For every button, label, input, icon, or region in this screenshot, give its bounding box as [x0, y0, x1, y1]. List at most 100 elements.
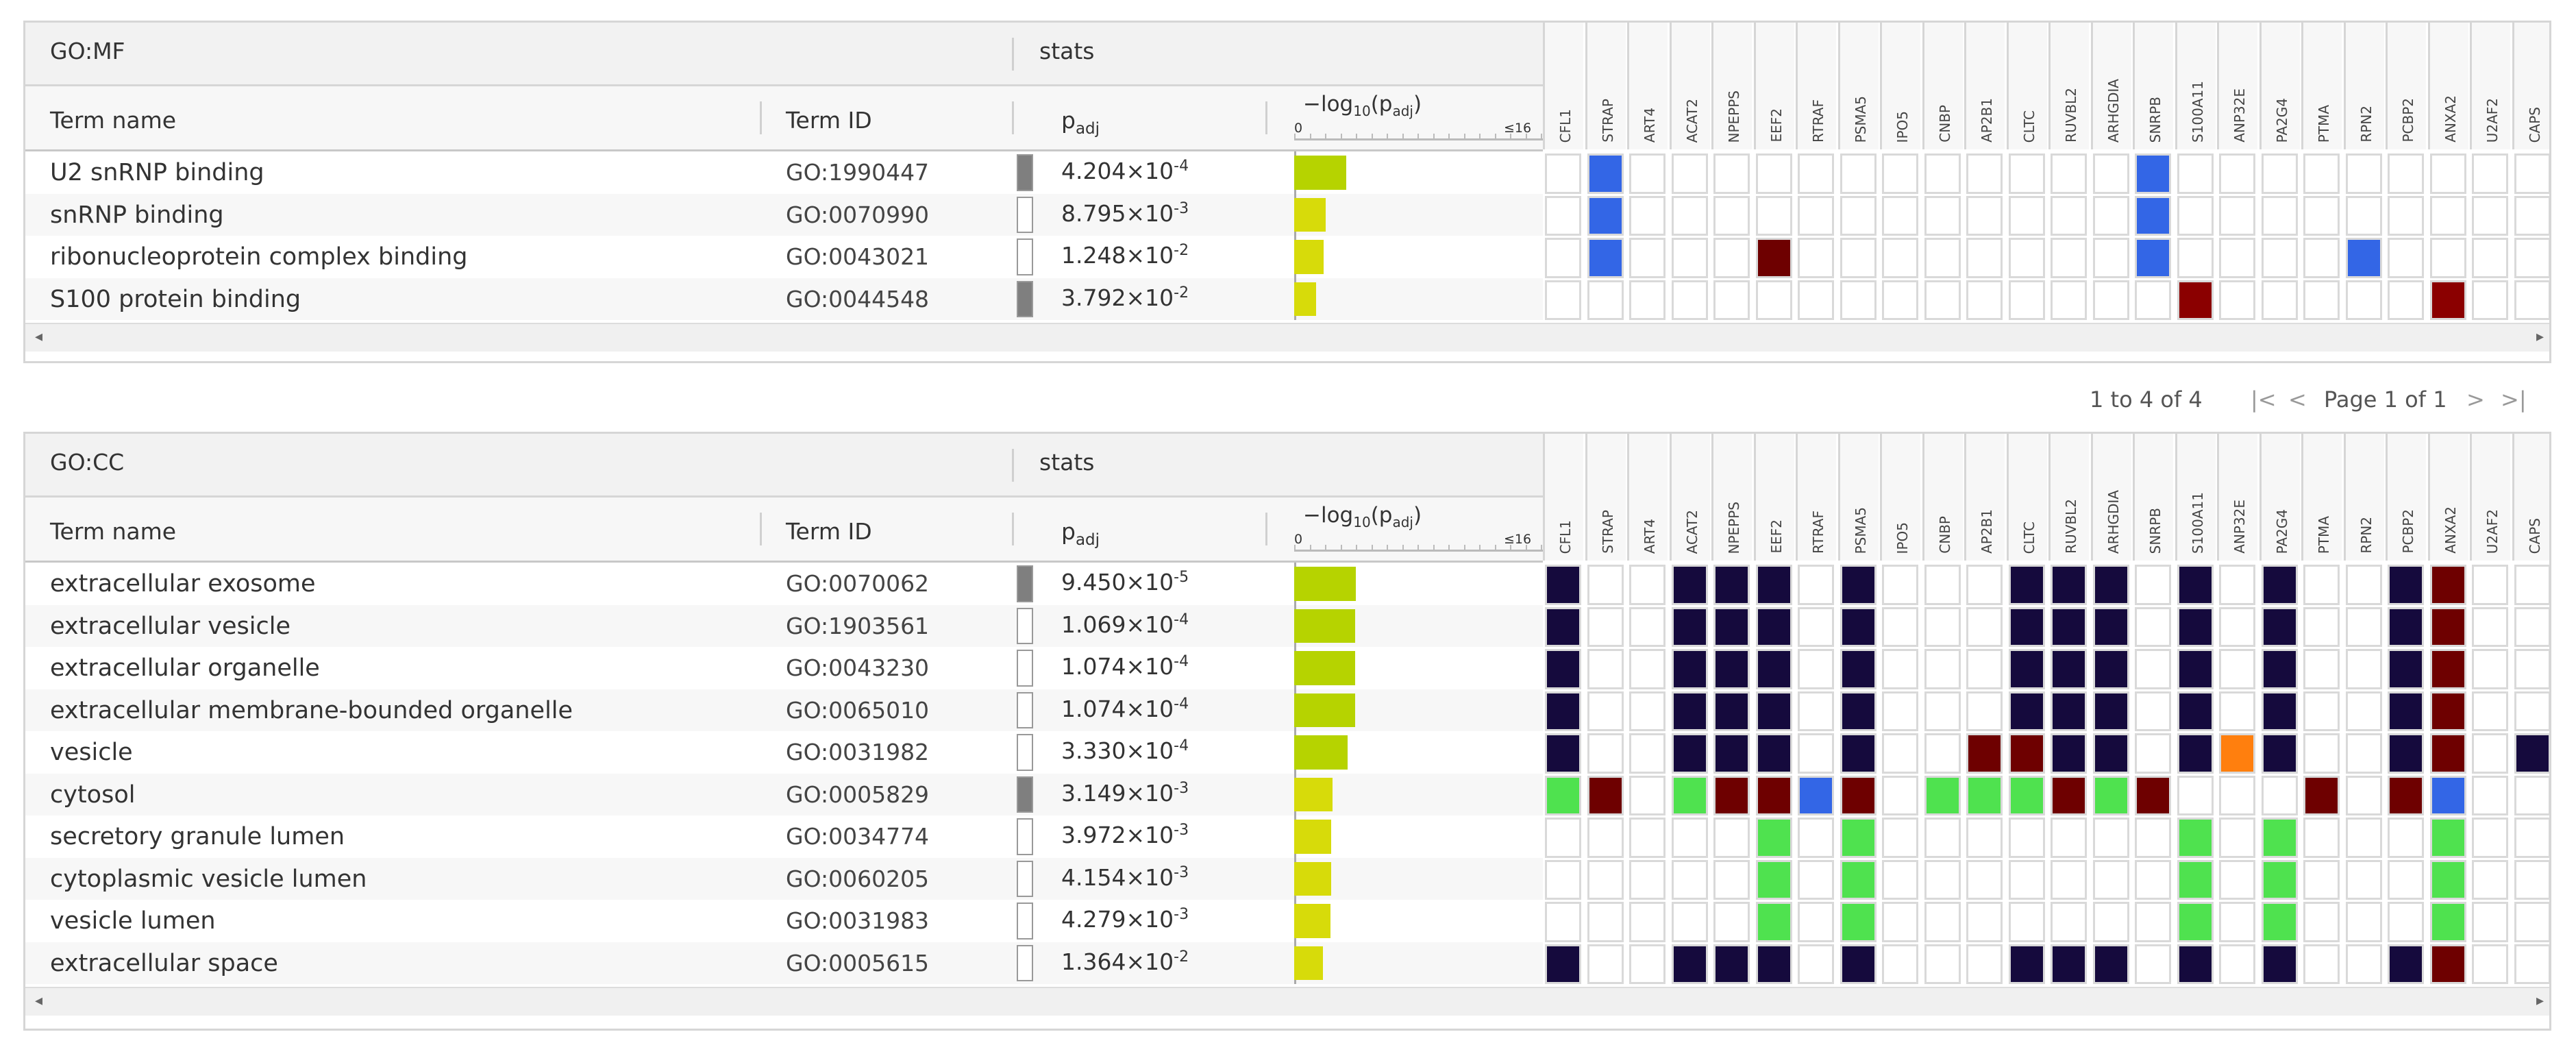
gene-cell[interactable]: [1966, 154, 2003, 194]
gene-cell[interactable]: [1882, 154, 1918, 194]
gene-cell[interactable]: [1587, 606, 1624, 647]
gene-cell[interactable]: [2051, 944, 2087, 984]
gene-cell[interactable]: [2303, 859, 2340, 900]
gene-cell[interactable]: [2429, 733, 2466, 774]
gene-cell[interactable]: [2008, 238, 2045, 278]
term-id[interactable]: GO:0070990: [786, 201, 930, 228]
term-id[interactable]: GO:0034774: [786, 823, 930, 850]
gene-cell[interactable]: [2388, 280, 2424, 320]
gene-cell[interactable]: [2135, 280, 2171, 320]
gene-cell[interactable]: [1882, 649, 1918, 689]
first-page-icon[interactable]: |<: [2251, 386, 2277, 413]
gene-cell[interactable]: [2472, 649, 2508, 689]
gene-cell[interactable]: [2008, 733, 2045, 774]
gene-cell[interactable]: [1840, 859, 1877, 900]
gene-cell[interactable]: [2261, 775, 2298, 815]
gene-cell[interactable]: [2472, 733, 2508, 774]
gene-column-header[interactable]: CLTC: [2006, 23, 2047, 149]
table-row[interactable]: S100 protein binding GO:0044548 3.792×10-2: [25, 278, 1543, 320]
gene-cell[interactable]: [2429, 649, 2466, 689]
gene-cell[interactable]: [1966, 818, 2003, 858]
gene-column-header[interactable]: RUVBL2: [2048, 23, 2089, 149]
gene-column-header[interactable]: ACAT2: [1669, 434, 1710, 561]
gene-cell[interactable]: [2135, 902, 2171, 942]
gene-cell[interactable]: [1629, 195, 1665, 236]
term-id[interactable]: GO:0031983: [786, 907, 930, 934]
gene-cell[interactable]: [2177, 775, 2214, 815]
gene-cell[interactable]: [2092, 733, 2129, 774]
gene-cell[interactable]: [2008, 154, 2045, 194]
gene-cell[interactable]: [1755, 195, 1792, 236]
gene-cell[interactable]: [1713, 280, 1750, 320]
gene-cell[interactable]: [1798, 280, 1834, 320]
gene-cell[interactable]: [1587, 691, 1624, 731]
gene-cell[interactable]: [2051, 649, 2087, 689]
gene-cell[interactable]: [1713, 195, 1750, 236]
gene-cell[interactable]: [2429, 775, 2466, 815]
gene-cell[interactable]: [2135, 859, 2171, 900]
gene-cell[interactable]: [2177, 733, 2214, 774]
horizontal-scrollbar[interactable]: ◂ ▸: [25, 987, 2549, 1016]
gene-cell[interactable]: [2303, 649, 2340, 689]
gene-column-header[interactable]: PA2G4: [2259, 23, 2300, 149]
gene-column-header[interactable]: CLTC: [2006, 434, 2047, 561]
gene-cell[interactable]: [1755, 154, 1792, 194]
horizontal-scrollbar[interactable]: ◂ ▸: [25, 323, 2549, 352]
gene-cell[interactable]: [1924, 691, 1961, 731]
gene-column-header[interactable]: NPEPPS: [1711, 23, 1752, 149]
gene-cell[interactable]: [2135, 195, 2171, 236]
gene-cell[interactable]: [2388, 691, 2424, 731]
gene-column-header[interactable]: RTRAF: [1796, 23, 1836, 149]
gene-cell[interactable]: [1671, 902, 1708, 942]
gene-cell[interactable]: [1629, 733, 1665, 774]
gene-cell[interactable]: [2261, 691, 2298, 731]
gene-cell[interactable]: [2429, 944, 2466, 984]
gene-cell[interactable]: [2008, 280, 2045, 320]
gene-cell[interactable]: [2345, 733, 2382, 774]
gene-cell[interactable]: [1924, 733, 1961, 774]
gene-column-header[interactable]: NPEPPS: [1711, 434, 1752, 561]
padj-header[interactable]: padj: [1061, 107, 1100, 138]
gene-cell[interactable]: [1882, 195, 1918, 236]
gene-column-header[interactable]: PCBP2: [2386, 23, 2426, 149]
gene-cell[interactable]: [1629, 606, 1665, 647]
gene-cell[interactable]: [2092, 775, 2129, 815]
gene-column-header[interactable]: ACAT2: [1669, 23, 1710, 149]
gene-cell[interactable]: [2008, 859, 2045, 900]
term-id[interactable]: GO:0043230: [786, 654, 930, 681]
gene-cell[interactable]: [1545, 649, 1581, 689]
gene-cell[interactable]: [2429, 691, 2466, 731]
gene-cell[interactable]: [2177, 195, 2214, 236]
gene-cell[interactable]: [1713, 565, 1750, 605]
gene-column-header[interactable]: PTMA: [2301, 434, 2342, 561]
gene-cell[interactable]: [2008, 944, 2045, 984]
gene-cell[interactable]: [2177, 238, 2214, 278]
gene-cell[interactable]: [1629, 649, 1665, 689]
gene-cell[interactable]: [2345, 649, 2382, 689]
table-row[interactable]: extracellular organelle GO:0043230 1.074×1…: [25, 647, 1543, 689]
gene-cell[interactable]: [2345, 565, 2382, 605]
gene-cell[interactable]: [2388, 649, 2424, 689]
gene-cell[interactable]: [2177, 859, 2214, 900]
gene-cell[interactable]: [1713, 859, 1750, 900]
gene-cell[interactable]: [2345, 280, 2382, 320]
gene-cell[interactable]: [1545, 775, 1581, 815]
gene-cell[interactable]: [2388, 195, 2424, 236]
gene-cell[interactable]: [2429, 606, 2466, 647]
gene-cell[interactable]: [1966, 280, 2003, 320]
gene-cell[interactable]: [1798, 944, 1834, 984]
gene-cell[interactable]: [2388, 818, 2424, 858]
gene-cell[interactable]: [1545, 195, 1581, 236]
gene-cell[interactable]: [1713, 649, 1750, 689]
gene-cell[interactable]: [1713, 733, 1750, 774]
gene-cell[interactable]: [1713, 944, 1750, 984]
gene-cell[interactable]: [2177, 944, 2214, 984]
gene-cell[interactable]: [2219, 565, 2255, 605]
gene-cell[interactable]: [1629, 238, 1665, 278]
gene-cell[interactable]: [1587, 238, 1624, 278]
gene-cell[interactable]: [2092, 154, 2129, 194]
table-row[interactable]: cytosol GO:0005829 3.149×10-3: [25, 773, 1543, 815]
term-id[interactable]: GO:0044548: [786, 285, 930, 312]
gene-cell[interactable]: [1629, 859, 1665, 900]
gene-cell[interactable]: [2135, 775, 2171, 815]
